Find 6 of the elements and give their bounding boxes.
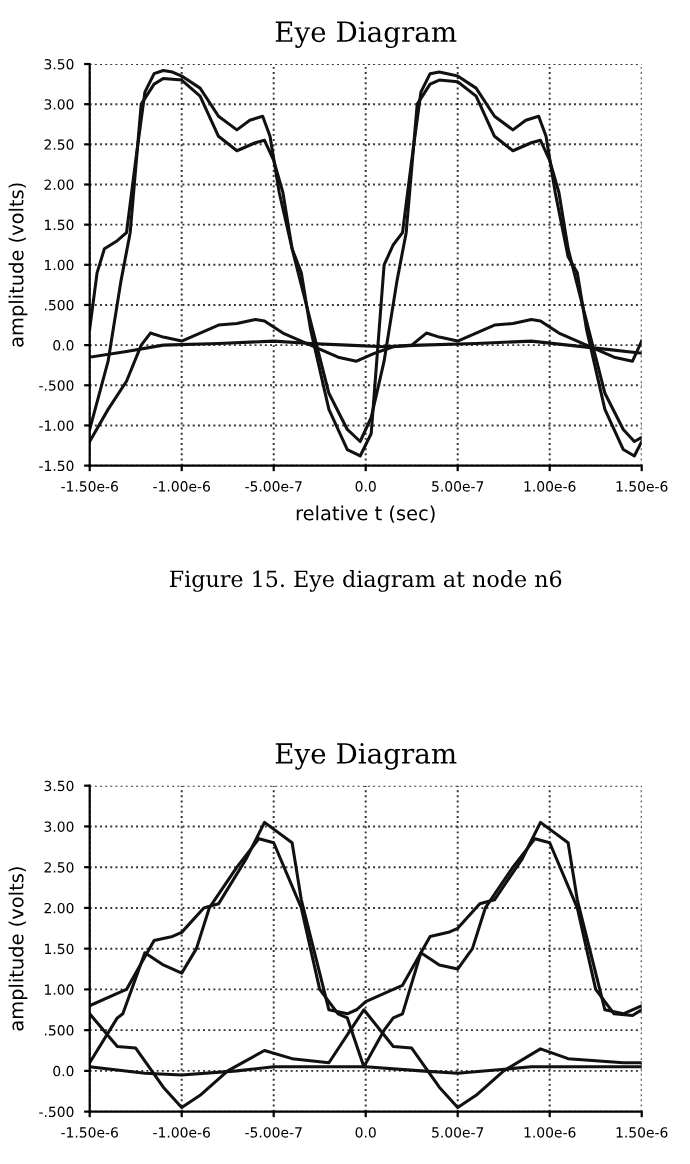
chart-title: Eye Diagram	[275, 743, 457, 770]
x-axis-title: relative t (sec)	[296, 505, 435, 523]
y-axis-title: amplitude (volts)	[8, 183, 28, 347]
y-axis-title: amplitude (volts)	[8, 867, 28, 1031]
chart-title: Eye Diagram	[275, 21, 457, 48]
caption: Figure 15. Eye diagram at node n6	[169, 570, 562, 592]
